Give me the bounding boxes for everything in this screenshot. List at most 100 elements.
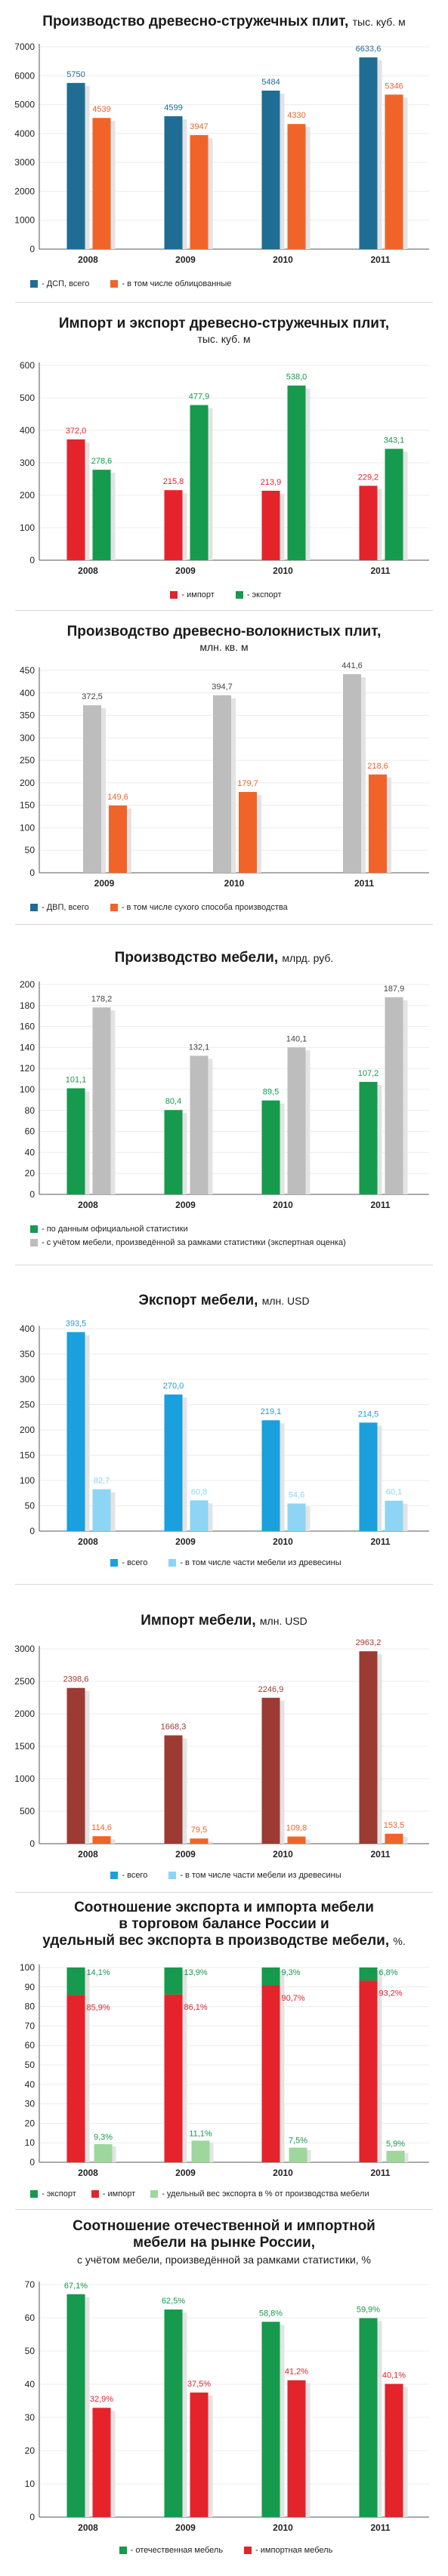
bar xyxy=(343,674,361,873)
chart-legend: - импорт - экспорт xyxy=(30,590,438,604)
bar xyxy=(261,91,280,250)
bar xyxy=(190,1500,209,1531)
y-tick-label: 400 xyxy=(20,688,35,698)
data-label: 2246,9 xyxy=(258,1685,284,1694)
y-tick-label: 7000 xyxy=(14,42,35,52)
legend-swatch xyxy=(30,2190,38,2198)
bar xyxy=(164,2309,183,2517)
x-tick-label: 2008 xyxy=(78,254,98,265)
data-label: 149,6 xyxy=(107,793,128,802)
bar xyxy=(385,2383,403,2517)
y-tick-label: 3000 xyxy=(14,1644,35,1654)
chart-svg: 0 500 1000 1500 2000 2500 3000 2008 2398,6 114,6 2… xyxy=(14,1638,429,1860)
data-label: 2963,2 xyxy=(356,1638,382,1647)
y-tick-label: 40 xyxy=(25,2379,36,2390)
legend-label: - с учётом мебели, произведённой за рамк… xyxy=(42,1238,346,1247)
bar-side xyxy=(386,2150,405,2162)
data-label: 107,2 xyxy=(358,1069,379,1078)
legend-swatch xyxy=(170,591,178,599)
chart-title: Импорт и экспорт древесно-стружечных пли… xyxy=(58,316,390,331)
bar xyxy=(66,82,85,249)
x-tick-label: 2009 xyxy=(175,254,196,265)
data-label: 372,5 xyxy=(82,692,103,701)
y-tick-label: 20 xyxy=(25,2118,36,2128)
legend-swatch xyxy=(110,1559,119,1567)
legend-swatch xyxy=(30,280,38,288)
y-tick-label: 1500 xyxy=(14,1741,35,1752)
data-label: 6,8% xyxy=(379,1968,398,1977)
bar xyxy=(190,2393,209,2517)
bar xyxy=(287,124,306,249)
x-tick-label: 2010 xyxy=(273,1200,293,1210)
divider xyxy=(15,2209,433,2210)
bar xyxy=(66,2294,85,2517)
x-tick-label: 2011 xyxy=(370,565,390,576)
legend-swatch xyxy=(110,904,118,911)
legend-label: - в том числе части мебели из древесины xyxy=(180,1558,341,1567)
y-tick-label: 400 xyxy=(20,425,35,436)
legend-swatch xyxy=(168,1872,177,1879)
data-label: 441,6 xyxy=(341,661,363,670)
chart-legend: - ДСП, всего - в том числе облицованные xyxy=(30,279,438,293)
data-label: 58,8% xyxy=(259,2309,283,2318)
bar xyxy=(359,485,378,560)
legend-swatch xyxy=(91,2190,99,2198)
legend-label: - импорт xyxy=(181,590,215,599)
x-tick-label: 2009 xyxy=(175,1200,196,1210)
divider xyxy=(15,1892,433,1893)
bar xyxy=(359,1422,378,1531)
bar xyxy=(164,490,183,560)
bar-import xyxy=(359,1980,378,2162)
bar xyxy=(92,1489,111,1531)
bar xyxy=(369,774,387,873)
data-label: 85,9% xyxy=(87,2003,110,2012)
y-tick-label: 50 xyxy=(25,845,36,855)
y-tick-label: 80 xyxy=(25,1105,36,1116)
chart-title: Импорт мебели, млн. USD xyxy=(141,1613,307,1628)
data-label: 2398,6 xyxy=(63,1675,89,1684)
x-tick-label: 2010 xyxy=(273,254,293,265)
data-label: 7,5% xyxy=(289,2137,307,2146)
data-label: 5,9% xyxy=(386,2140,405,2149)
legend-swatch xyxy=(235,591,243,599)
data-label: 93,2% xyxy=(379,1989,403,1998)
y-tick-label: 6000 xyxy=(14,70,35,81)
chart-title: удельный вес экспорта в производстве меб… xyxy=(42,1933,406,1949)
y-tick-label: 40 xyxy=(25,1147,36,1157)
divider xyxy=(15,924,433,925)
y-tick-label: 70 xyxy=(25,2020,36,2031)
data-label: 5750 xyxy=(66,70,85,79)
y-tick-label: 600 xyxy=(20,360,35,371)
bar xyxy=(261,1420,280,1531)
y-tick-label: 60 xyxy=(25,2313,36,2323)
bar-side xyxy=(94,2144,113,2162)
y-tick-label: 10 xyxy=(25,2479,36,2489)
x-tick-label: 2011 xyxy=(370,2168,390,2178)
x-tick-label: 2010 xyxy=(273,2522,293,2533)
chart-subtitle: тыс. куб. м xyxy=(197,333,251,345)
chart-legend: - всего - в том числе части мебели из др… xyxy=(30,1558,438,1572)
y-tick-label: 50 xyxy=(25,1501,36,1511)
chart-legend: - по данным официальной статистики - с у… xyxy=(30,1225,438,1252)
y-tick-label: 0 xyxy=(29,1526,35,1536)
bar xyxy=(287,1503,306,1531)
legend-swatch xyxy=(30,1239,38,1246)
x-tick-label: 2010 xyxy=(224,878,245,889)
chart-legend: - отечественная мебель - импортная мебел… xyxy=(30,2546,438,2559)
chart-svg: 0 50 100 150 200 250 300 350 400 450 2009 372,5 149,… xyxy=(20,661,429,889)
legend-label: - ДВП, всего xyxy=(42,903,89,912)
data-label: 219,1 xyxy=(261,1407,282,1416)
y-tick-label: 150 xyxy=(20,1450,35,1461)
data-label: 218,6 xyxy=(367,762,388,771)
legend-label: - ДСП, всего xyxy=(42,279,90,288)
x-tick-label: 2008 xyxy=(78,1200,98,1210)
y-tick-label: 100 xyxy=(20,522,35,533)
bar xyxy=(164,116,183,249)
y-tick-label: 2000 xyxy=(14,186,35,196)
data-label: 54,6 xyxy=(289,1490,304,1499)
bar xyxy=(261,1100,280,1194)
data-label: 187,9 xyxy=(384,984,405,994)
x-tick-label: 2009 xyxy=(175,565,196,576)
bar-export xyxy=(66,1967,85,1995)
data-label: 9,3% xyxy=(282,1968,301,1977)
